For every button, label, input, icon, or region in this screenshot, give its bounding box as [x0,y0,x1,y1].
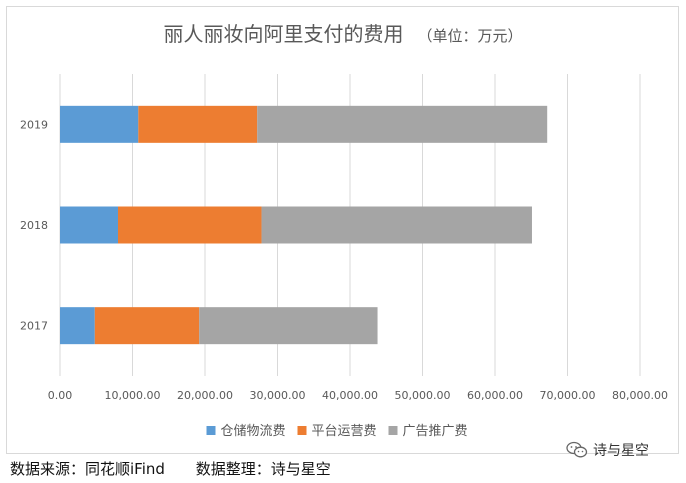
bar-segment [60,105,139,143]
bar-segment [138,105,258,143]
legend-swatch [388,426,398,435]
x-tick-label: 0.00 [48,389,73,402]
y-tick-label: 2019 [20,118,48,131]
bar-segment [60,307,95,345]
chart-title-text: 丽人丽妆向阿里支付的费用 [163,22,404,46]
x-tick-label: 70,000.00 [540,389,596,402]
bar-segment [60,206,118,244]
bar-segment [118,206,262,244]
chart-title-unit: （单位：万元） [417,27,523,45]
x-tick-label: 20,000.00 [177,389,233,402]
data-organizer-text: 数据整理：诗与星空 [195,460,331,478]
y-tick-label: 2018 [20,219,48,232]
y-tick-label: 2017 [20,320,48,333]
legend-swatch [297,426,307,435]
watermark-text: 诗与星空 [593,443,649,459]
legend-label: 仓储物流费 [221,424,286,439]
x-tick-label: 50,000.00 [395,389,451,402]
x-tick-label: 80,000.00 [612,389,668,402]
bar-segment [199,307,378,345]
wechat-icon [566,441,588,458]
bar-segment [94,307,200,345]
watermark: 诗与星空 [566,440,649,460]
data-source-text: 数据来源：同花顺iFind [10,460,165,478]
chart-title: 丽人丽妆向阿里支付的费用 （单位：万元） [0,18,686,47]
x-tick-label: 60,000.00 [467,389,523,402]
x-tick-label: 10,000.00 [105,389,161,402]
bar-segment [257,105,548,143]
x-tick-label: 40,000.00 [322,389,378,402]
bar-segment [261,206,532,244]
legend-swatch [206,426,216,435]
legend-label: 平台运营费 [312,424,377,439]
legend-label: 广告推广费 [403,424,468,439]
footer: 数据来源：同花顺iFind 数据整理：诗与星空 [10,458,357,479]
x-tick-label: 30,000.00 [250,389,306,402]
